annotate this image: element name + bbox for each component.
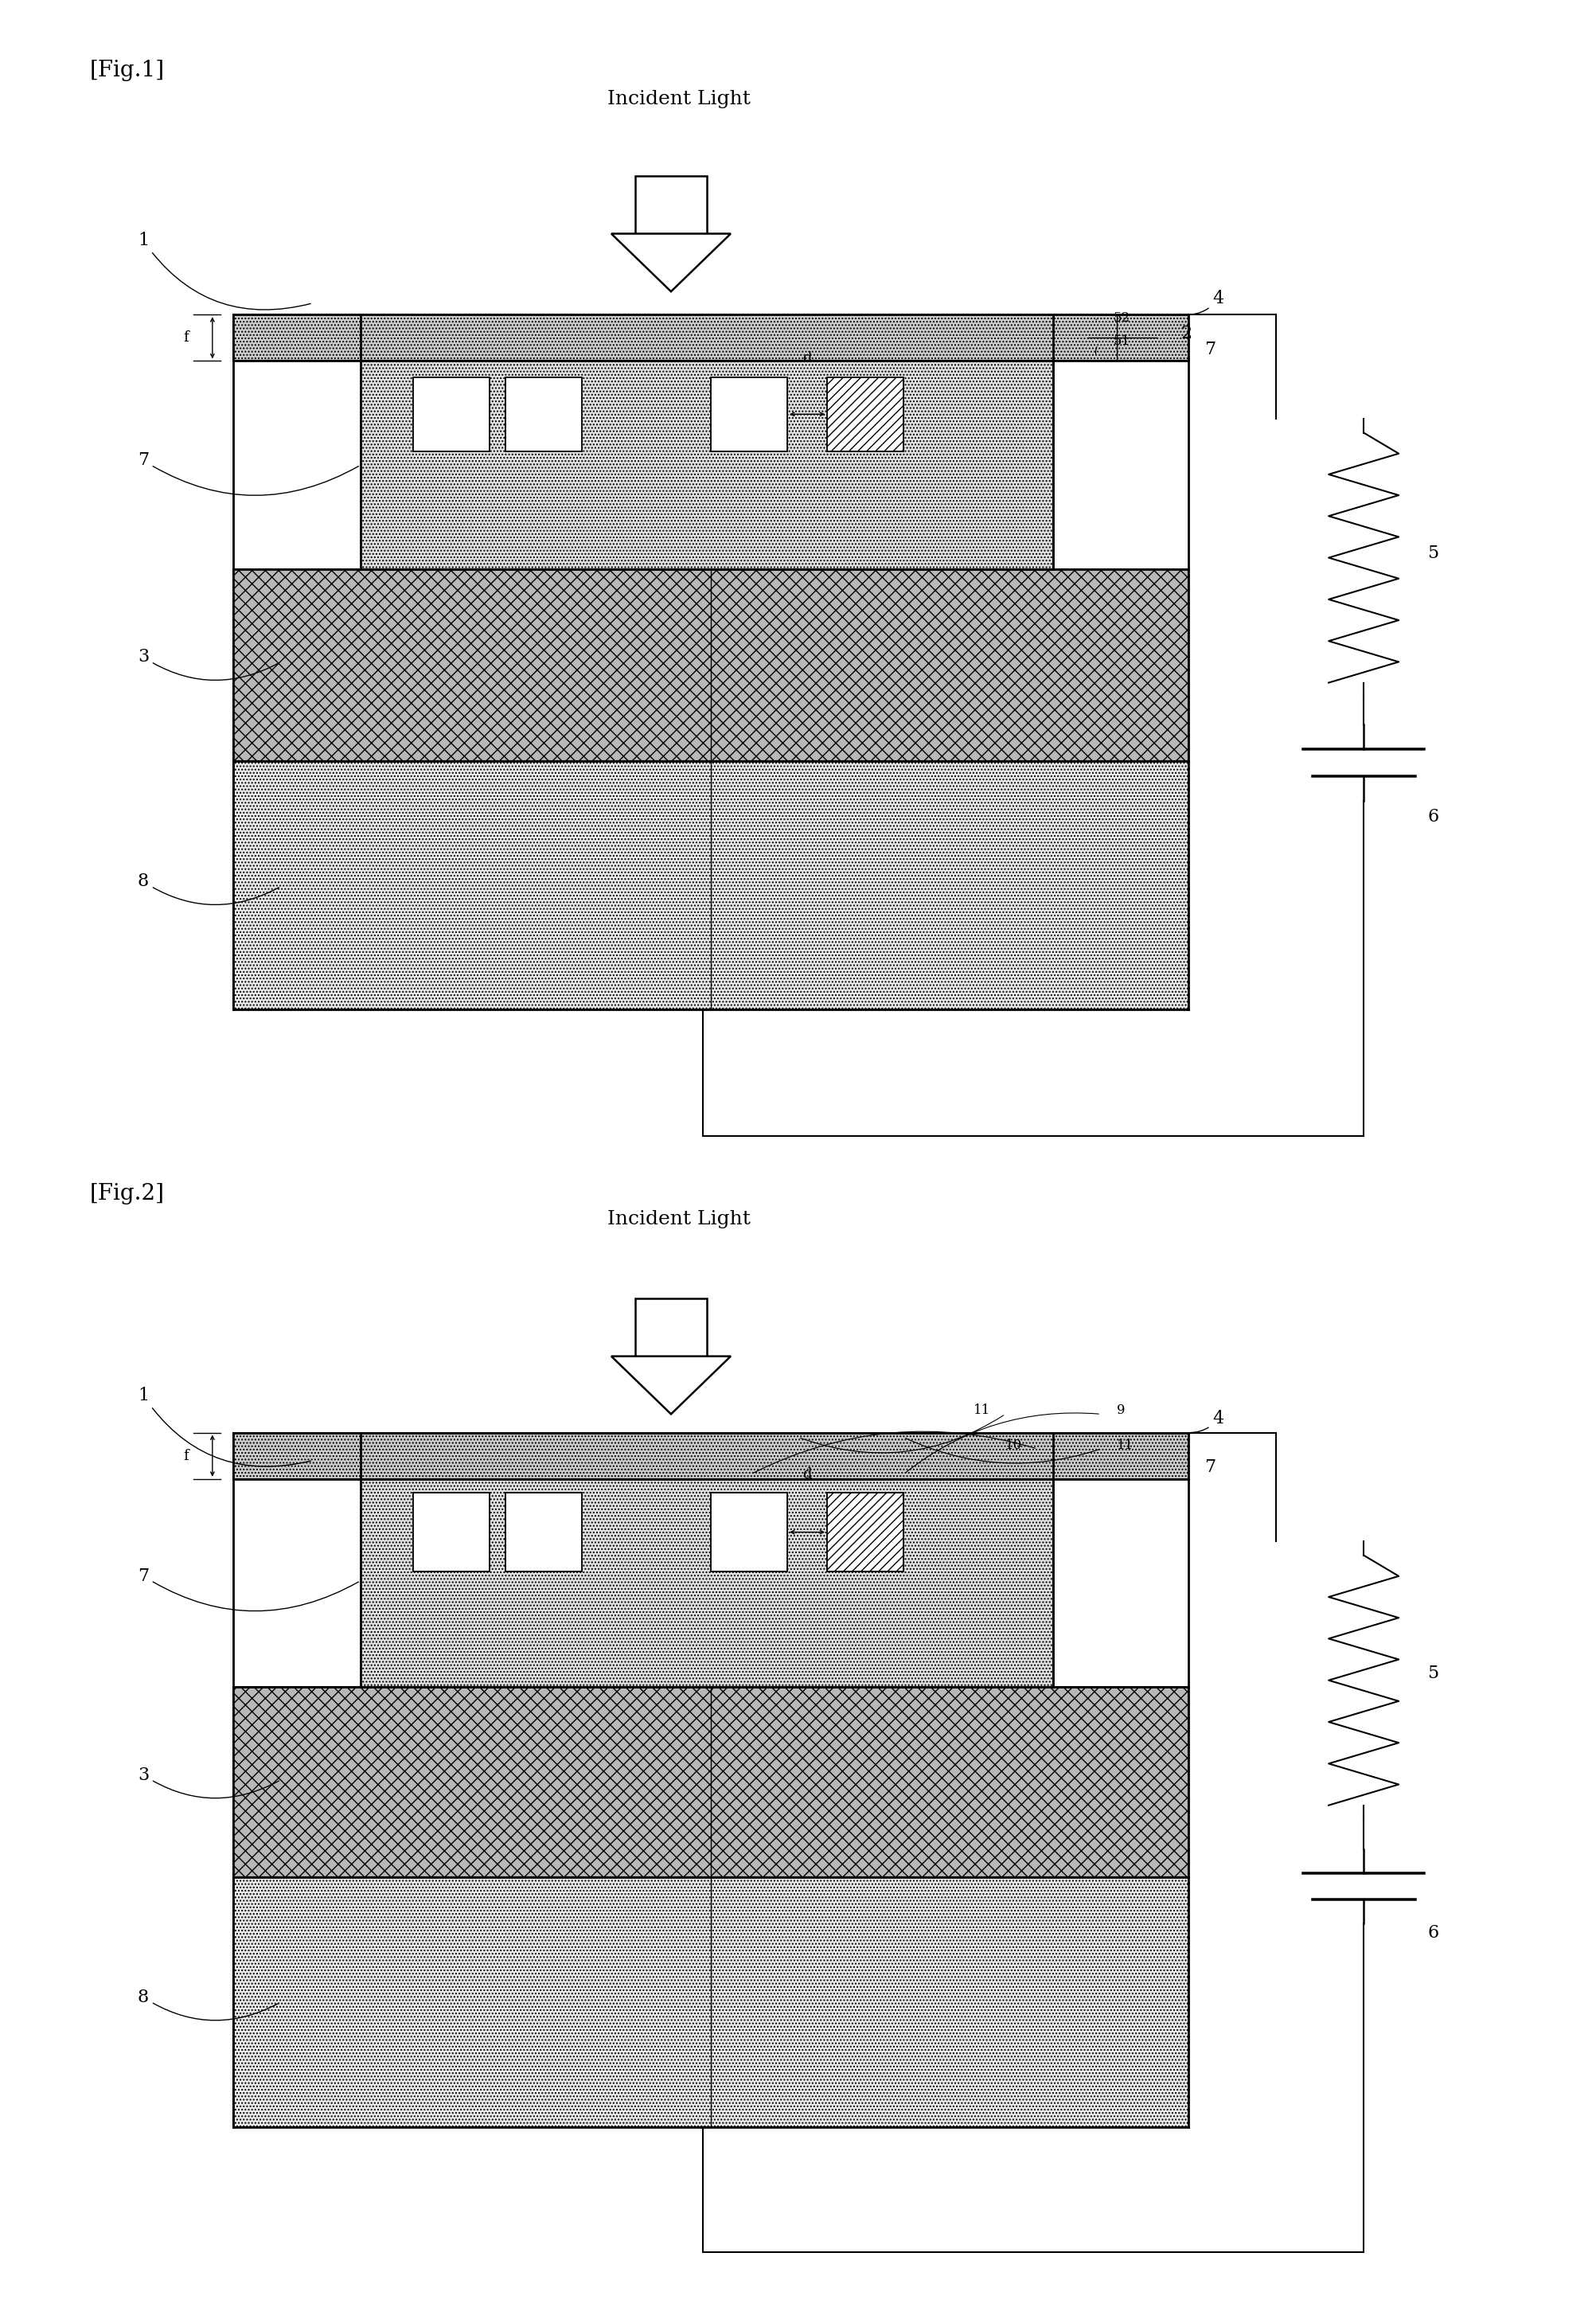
Text: 7: 7 — [1203, 1459, 1215, 1475]
Bar — [1053, 362, 1187, 568]
Text: 7: 7 — [137, 1568, 359, 1612]
Text: 5: 5 — [1427, 545, 1438, 561]
Text: f: f — [184, 1449, 188, 1463]
Text: 3: 3 — [137, 1767, 279, 1797]
Text: 11: 11 — [1116, 1438, 1133, 1452]
Bar — [233, 1876, 1187, 2127]
Bar — [233, 1688, 1187, 1876]
Bar — [233, 1433, 1187, 1480]
Text: [Fig.2]: [Fig.2] — [89, 1183, 164, 1204]
Text: 6: 6 — [1427, 809, 1438, 826]
Text: 1: 1 — [137, 1387, 310, 1466]
Text: 4: 4 — [1191, 290, 1223, 315]
Bar — [361, 362, 1053, 568]
Text: [Fig.1]: [Fig.1] — [89, 60, 164, 81]
Text: 3: 3 — [137, 649, 279, 679]
Text: Incident Light: Incident Light — [606, 1211, 750, 1229]
Text: 6: 6 — [1427, 1925, 1438, 1941]
Text: 9: 9 — [1116, 1403, 1125, 1417]
Text: Incident Light: Incident Light — [606, 90, 750, 109]
Bar — [635, 176, 707, 234]
Polygon shape — [611, 234, 731, 292]
Polygon shape — [611, 1357, 731, 1415]
Text: 2: 2 — [1179, 325, 1191, 341]
Text: d: d — [803, 1468, 811, 1482]
Text: 10: 10 — [1005, 1438, 1021, 1452]
Bar — [233, 315, 1187, 362]
Text: 7: 7 — [1203, 341, 1215, 357]
Text: 8: 8 — [137, 872, 279, 904]
Text: 8: 8 — [137, 1987, 279, 2020]
Bar — [635, 1299, 707, 1357]
Bar — [233, 568, 1187, 761]
Bar — [827, 378, 903, 452]
Text: 11: 11 — [974, 1403, 990, 1417]
Bar — [361, 1480, 1053, 1688]
Bar — [233, 1480, 361, 1688]
Text: 7: 7 — [137, 452, 359, 496]
Bar — [413, 1493, 490, 1572]
Text: d: d — [803, 350, 811, 366]
Bar — [233, 362, 361, 568]
Text: 51: 51 — [1112, 334, 1130, 348]
Text: 4: 4 — [1191, 1410, 1223, 1433]
Bar — [506, 1493, 581, 1572]
Bar — [710, 378, 787, 452]
Text: 52: 52 — [1112, 311, 1130, 325]
Text: f: f — [184, 332, 188, 346]
Bar — [827, 1493, 903, 1572]
Bar — [710, 1493, 787, 1572]
Bar — [1053, 1480, 1187, 1688]
Text: 1: 1 — [137, 232, 311, 311]
Text: 5: 5 — [1427, 1665, 1438, 1681]
Bar — [506, 378, 581, 452]
Bar — [233, 761, 1187, 1009]
Bar — [413, 378, 490, 452]
